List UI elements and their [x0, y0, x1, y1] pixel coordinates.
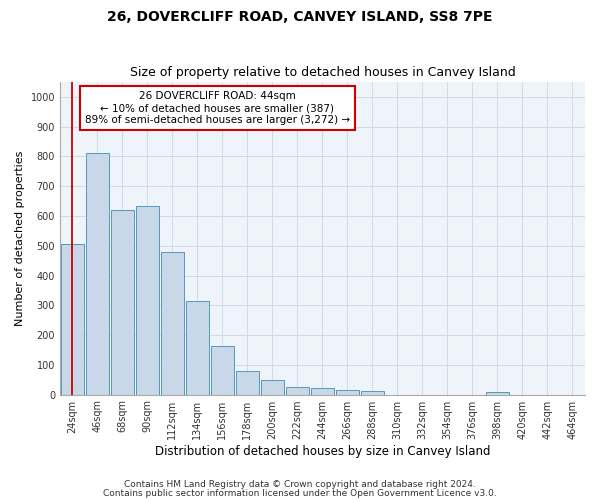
Bar [486, 392, 509, 394]
Bar [61, 244, 83, 394]
Bar [286, 386, 309, 394]
Bar [111, 210, 134, 394]
Text: Contains HM Land Registry data © Crown copyright and database right 2024.: Contains HM Land Registry data © Crown c… [124, 480, 476, 489]
Bar [186, 302, 209, 394]
Bar [311, 388, 334, 394]
Bar [236, 371, 259, 394]
Text: 26, DOVERCLIFF ROAD, CANVEY ISLAND, SS8 7PE: 26, DOVERCLIFF ROAD, CANVEY ISLAND, SS8 … [107, 10, 493, 24]
Bar [211, 346, 233, 395]
X-axis label: Distribution of detached houses by size in Canvey Island: Distribution of detached houses by size … [155, 444, 490, 458]
Bar [161, 252, 184, 394]
Title: Size of property relative to detached houses in Canvey Island: Size of property relative to detached ho… [130, 66, 515, 80]
Y-axis label: Number of detached properties: Number of detached properties [15, 150, 25, 326]
Text: Contains public sector information licensed under the Open Government Licence v3: Contains public sector information licen… [103, 488, 497, 498]
Bar [136, 206, 158, 394]
Bar [261, 380, 284, 394]
Text: 26 DOVERCLIFF ROAD: 44sqm
← 10% of detached houses are smaller (387)
89% of semi: 26 DOVERCLIFF ROAD: 44sqm ← 10% of detac… [85, 92, 350, 124]
Bar [86, 154, 109, 394]
Bar [336, 390, 359, 394]
Bar [361, 392, 384, 394]
